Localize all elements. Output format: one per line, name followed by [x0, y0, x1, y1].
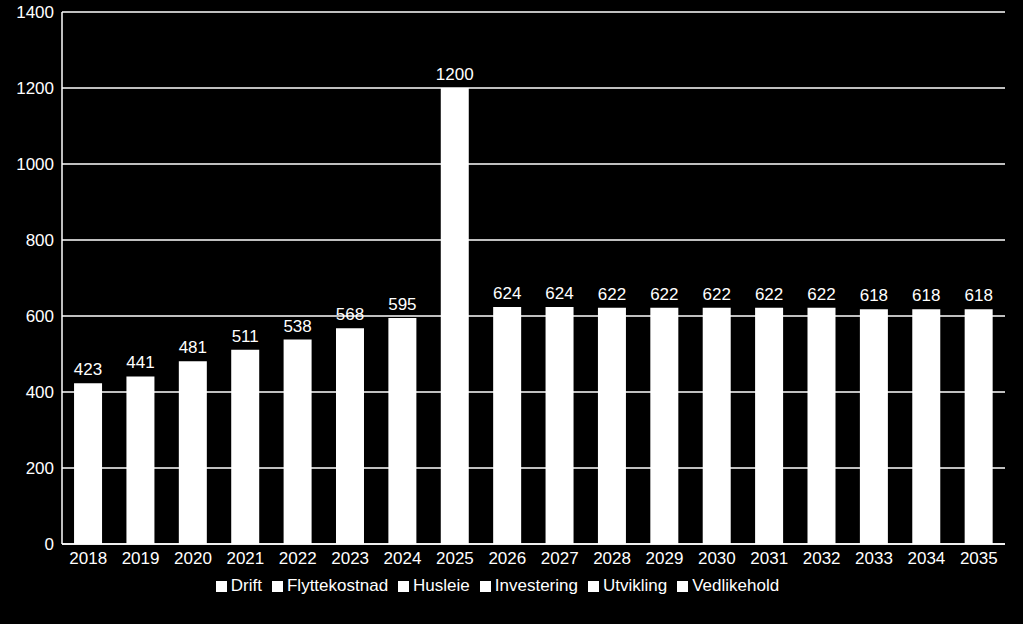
svg-text:2019: 2019 [122, 549, 160, 568]
svg-text:618: 618 [912, 286, 940, 305]
svg-text:2025: 2025 [436, 549, 474, 568]
svg-text:2027: 2027 [541, 549, 579, 568]
svg-text:400: 400 [26, 383, 54, 402]
svg-text:511: 511 [232, 327, 259, 346]
svg-text:2030: 2030 [698, 549, 736, 568]
svg-text:200: 200 [26, 459, 54, 478]
svg-text:622: 622 [598, 285, 626, 304]
svg-text:600: 600 [26, 307, 54, 326]
svg-text:2022: 2022 [279, 549, 317, 568]
svg-text:2032: 2032 [803, 549, 841, 568]
svg-text:2023: 2023 [331, 549, 369, 568]
svg-text:2029: 2029 [646, 549, 684, 568]
svg-text:2020: 2020 [174, 549, 212, 568]
svg-text:624: 624 [493, 284, 521, 303]
svg-text:1200: 1200 [436, 65, 474, 84]
svg-text:423: 423 [74, 360, 102, 379]
svg-text:624: 624 [545, 284, 573, 303]
svg-text:2034: 2034 [908, 549, 946, 568]
html-text:Vedlikehold: Vedlikehold [692, 576, 780, 595]
svg-text:2028: 2028 [593, 549, 631, 568]
svg-text:2031: 2031 [750, 549, 788, 568]
svg-text:568: 568 [336, 305, 364, 324]
svg-text:1200: 1200 [16, 79, 54, 98]
svg-text:595: 595 [388, 295, 416, 314]
html-text:Flyttekostnad: Flyttekostnad [287, 576, 389, 595]
svg-text:481: 481 [179, 338, 207, 357]
html-text:Investering: Investering [494, 576, 578, 595]
svg-text:2026: 2026 [488, 549, 526, 568]
svg-text:622: 622 [755, 285, 783, 304]
svg-text:2021: 2021 [226, 549, 264, 568]
svg-text:538: 538 [283, 317, 311, 336]
svg-text:618: 618 [964, 286, 992, 305]
svg-text:441: 441 [126, 353, 154, 372]
svg-text:1000: 1000 [16, 155, 54, 174]
svg-text:622: 622 [650, 285, 678, 304]
html-text:Drift: Drift [230, 576, 262, 595]
svg-text:618: 618 [860, 286, 888, 305]
svg-text:0: 0 [45, 535, 54, 554]
svg-text:622: 622 [807, 285, 835, 304]
svg-text:1400: 1400 [16, 3, 54, 22]
svg-text:800: 800 [26, 231, 54, 250]
html-text:Husleie: Husleie [413, 576, 470, 595]
svg-text:2033: 2033 [855, 549, 893, 568]
svg-text:622: 622 [703, 285, 731, 304]
svg-text:2018: 2018 [69, 549, 107, 568]
svg-text:2024: 2024 [384, 549, 422, 568]
svg-text:2035: 2035 [960, 549, 998, 568]
html-text:Utvikling: Utvikling [603, 576, 668, 595]
